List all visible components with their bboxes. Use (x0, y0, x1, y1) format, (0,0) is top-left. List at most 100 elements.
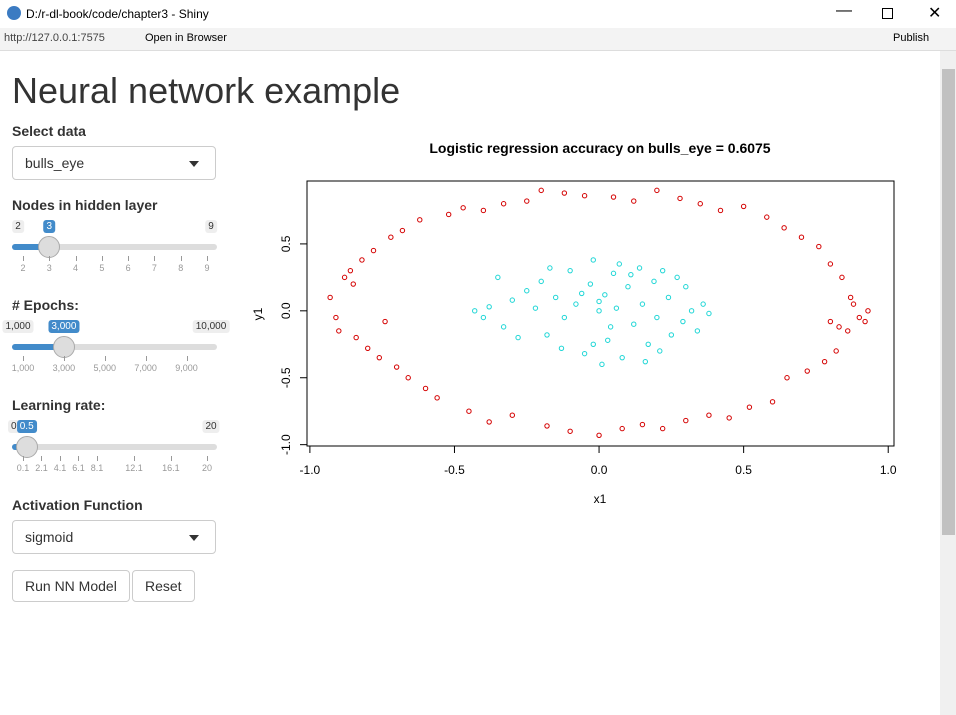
reset-button[interactable]: Reset (132, 570, 195, 602)
slider-tick-label: 6 (125, 263, 131, 273)
point (602, 292, 608, 298)
point (524, 198, 530, 204)
point (631, 321, 637, 327)
slider-tick (128, 256, 130, 261)
slider-badge: 0.5 (16, 420, 37, 433)
point (486, 304, 492, 310)
y-tick-label: -0.5 (279, 367, 293, 388)
point (697, 201, 703, 207)
title-bar: D:/r-dl-book/code/chapter3 - Shiny — ✕ (0, 0, 956, 28)
point (665, 294, 672, 301)
point (596, 432, 602, 438)
point (694, 328, 701, 334)
slider-tick (186, 356, 188, 361)
activation-label: Activation Function (12, 497, 143, 513)
point (558, 345, 565, 351)
slider-tick-label: 9,000 (175, 363, 198, 373)
point (717, 207, 724, 214)
point (495, 274, 501, 281)
point (642, 358, 649, 365)
point (628, 271, 634, 278)
point (631, 198, 637, 204)
slider-tick (101, 256, 103, 261)
point (434, 395, 440, 401)
point (573, 301, 579, 307)
scrollbar[interactable] (940, 51, 956, 715)
slider-handle[interactable] (15, 436, 38, 458)
point (769, 399, 776, 405)
point (850, 301, 857, 307)
point (538, 278, 544, 285)
slider-badge: 2 (12, 220, 24, 233)
slider-label: # Epochs: (12, 297, 79, 313)
slider-fill (12, 344, 64, 350)
slider-tick-label: 4 (73, 263, 79, 273)
point (798, 234, 805, 240)
point (639, 301, 646, 307)
y-label: y1 (251, 307, 265, 320)
slider-tick-label: 3,000 (52, 363, 76, 373)
point (639, 421, 646, 428)
point (532, 305, 539, 311)
point (480, 314, 487, 321)
scroll-thumb[interactable] (942, 69, 955, 535)
point (509, 412, 516, 418)
point (706, 310, 712, 317)
point (466, 408, 472, 414)
publish[interactable]: Publish (893, 32, 930, 44)
slider-badge: 10,000 (192, 320, 230, 333)
y-tick-label: 0.5 (279, 235, 293, 252)
point (382, 318, 388, 325)
point (862, 318, 868, 325)
run-button[interactable]: Run NN Model (12, 570, 130, 602)
point (445, 211, 452, 218)
point (547, 265, 553, 271)
point (561, 314, 568, 321)
data-select[interactable]: bulls_eye (12, 146, 216, 180)
activation-select[interactable]: sigmoid (12, 520, 216, 554)
app-icon (7, 6, 21, 20)
point (422, 385, 429, 392)
slider-tick (154, 256, 156, 261)
point (865, 308, 871, 314)
point (674, 274, 680, 281)
point (567, 428, 573, 434)
slider-tick-label: 5 (99, 263, 105, 273)
point (619, 425, 625, 432)
point (347, 267, 354, 274)
plot-frame (306, 180, 895, 447)
close[interactable]: ✕ (928, 5, 942, 22)
slider-badge: 1,000 (2, 320, 34, 333)
point (821, 358, 828, 365)
point (327, 294, 333, 301)
point (544, 332, 550, 338)
slider-badge: 20 (202, 420, 220, 433)
point (370, 247, 377, 254)
point (353, 334, 359, 341)
maximize[interactable] (882, 8, 893, 19)
point (839, 274, 845, 281)
x-label: x1 (594, 492, 607, 506)
point (740, 203, 747, 210)
point (605, 337, 611, 343)
chart-title: Logistic regression accuracy on bulls_ey… (429, 140, 770, 156)
slider-tick (207, 456, 208, 461)
point (405, 375, 411, 381)
slider-tick (170, 456, 172, 461)
slider-tick-label: 3 (46, 263, 52, 273)
slider-track (12, 344, 217, 350)
point (538, 187, 544, 194)
slider-tick (23, 256, 24, 261)
point (524, 288, 530, 294)
point (827, 261, 834, 267)
point (616, 261, 622, 267)
point (472, 308, 478, 314)
minimize[interactable]: — (836, 2, 852, 19)
x-tick-label: 0.0 (591, 463, 608, 477)
slider-label: Learning rate: (12, 397, 106, 413)
slider-tick-label: 7 (151, 263, 157, 273)
point (581, 193, 588, 199)
open-in-browser[interactable]: Open in Browser (145, 32, 227, 44)
point (376, 354, 382, 361)
point (688, 308, 695, 314)
